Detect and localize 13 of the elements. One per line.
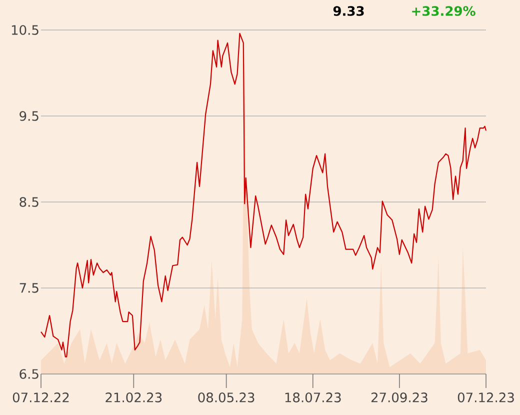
y-tick-label: 10.5 <box>12 25 38 35</box>
x-tick-label: 07.12.22 <box>12 392 69 402</box>
x-tick-label: 07.12.23 <box>458 392 514 402</box>
y-tick-label: 9.5 <box>20 111 38 121</box>
y-tick-label: 6.5 <box>20 369 38 379</box>
x-tick-label: 18.07.23 <box>285 392 341 402</box>
y-tick-label: 8.5 <box>20 197 38 207</box>
x-tick-label: 08.05.23 <box>198 392 254 402</box>
x-tick-label: 27.09.23 <box>371 392 428 402</box>
y-tick-label: 7.5 <box>20 283 38 293</box>
x-tick-label: 21.02.23 <box>106 392 162 402</box>
text: +33.29% <box>412 6 476 16</box>
text: 9.33 <box>333 6 364 16</box>
